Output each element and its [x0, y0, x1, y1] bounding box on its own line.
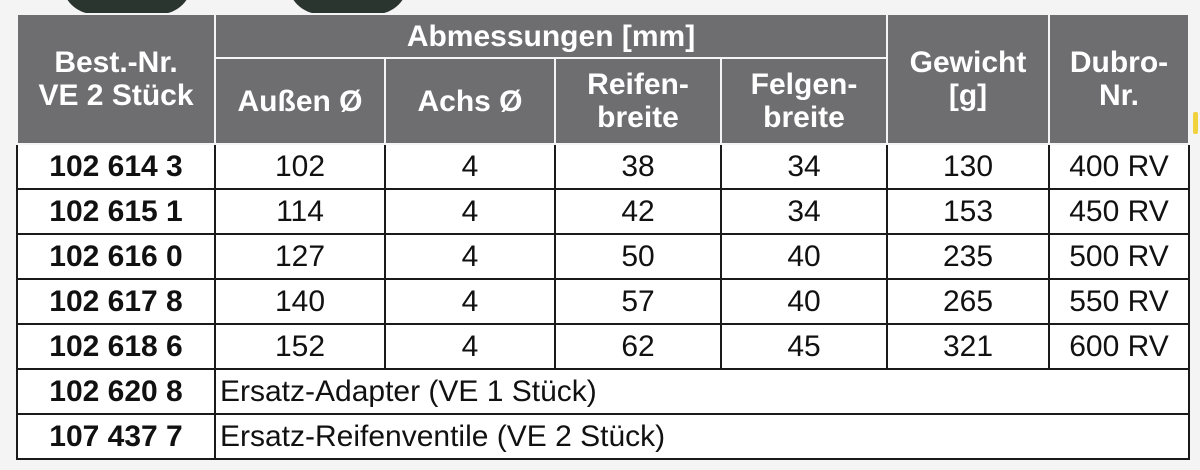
cell-felgenbreite: 34 [720, 143, 888, 190]
cell-felgenbreite: 40 [720, 233, 888, 280]
cell-dubro: 550 RV [1048, 278, 1190, 325]
header-felgen-line1: Felgen- [750, 68, 858, 101]
cell-best-nr: 102 620 8 [16, 368, 216, 415]
cell-achs: 4 [384, 188, 556, 235]
cell-dubro: 400 RV [1048, 143, 1190, 190]
header-reifenbreite: Reifen- breite [554, 57, 722, 145]
cell-gewicht: 321 [886, 323, 1050, 370]
cell-aussen: 114 [214, 188, 386, 235]
cell-description: Ersatz-Adapter (VE 1 Stück) [214, 368, 1190, 415]
cell-dubro: 500 RV [1048, 233, 1190, 280]
cell-best-nr: 102 618 6 [16, 323, 216, 370]
header-gewicht-line1: Gewicht [909, 46, 1027, 79]
header-best-nr: Best.-Nr. VE 2 Stück [16, 13, 216, 145]
cell-best-nr: 102 616 0 [16, 233, 216, 280]
table-row: 102 618 6 152 4 62 45 321 600 RV [16, 323, 1190, 370]
header-achs: Achs Ø [384, 57, 556, 145]
table-row-extra: 102 620 8 Ersatz-Adapter (VE 1 Stück) [16, 368, 1190, 415]
cell-best-nr: 102 614 3 [16, 143, 216, 190]
cell-aussen: 140 [214, 278, 386, 325]
cell-reifenbreite: 57 [554, 278, 722, 325]
header-reifen-line1: Reifen- [587, 68, 689, 101]
cell-gewicht: 130 [886, 143, 1050, 190]
header-reifen-line2: breite [597, 101, 679, 134]
header-dubro-line1: Dubro- [1069, 46, 1169, 79]
product-table: Best.-Nr. VE 2 Stück Abmessungen [mm] Ge… [16, 13, 1190, 460]
header-aussen: Außen Ø [214, 57, 386, 145]
table-row-extra: 107 437 7 Ersatz-Reifenventile (VE 2 Stü… [16, 413, 1190, 460]
cell-gewicht: 235 [886, 233, 1050, 280]
wheel-image-fragment-right [288, 0, 408, 14]
cell-reifenbreite: 62 [554, 323, 722, 370]
header-ve-line2: VE 2 Stück [38, 79, 194, 112]
cell-description: Ersatz-Reifenventile (VE 2 Stück) [214, 413, 1190, 460]
cell-best-nr: 102 615 1 [16, 188, 216, 235]
cell-achs: 4 [384, 233, 556, 280]
cell-aussen: 152 [214, 323, 386, 370]
cell-best-nr: 107 437 7 [16, 413, 216, 460]
cell-reifenbreite: 50 [554, 233, 722, 280]
cell-dubro: 600 RV [1048, 323, 1190, 370]
cell-best-nr: 102 617 8 [16, 278, 216, 325]
header-gewicht: Gewicht [g] [886, 13, 1050, 145]
table-row: 102 616 0 127 4 50 40 235 500 RV [16, 233, 1190, 280]
header-felgenbreite: Felgen- breite [720, 57, 888, 145]
cell-felgenbreite: 45 [720, 323, 888, 370]
cell-gewicht: 153 [886, 188, 1050, 235]
cell-felgenbreite: 40 [720, 278, 888, 325]
header-dubro: Dubro- Nr. [1048, 13, 1190, 145]
cell-aussen: 102 [214, 143, 386, 190]
wheel-image-fragment-left [62, 0, 192, 14]
cell-achs: 4 [384, 278, 556, 325]
table-row: 102 615 1 114 4 42 34 153 450 RV [16, 188, 1190, 235]
header-dubro-line2: Nr. [1098, 79, 1140, 112]
table-row: 102 614 3 102 4 38 34 130 400 RV [16, 143, 1190, 190]
page-edge-marker [1193, 112, 1198, 134]
cell-achs: 4 [384, 143, 556, 190]
table-row: 102 617 8 140 4 57 40 265 550 RV [16, 278, 1190, 325]
header-abmessungen: Abmessungen [mm] [214, 13, 888, 59]
cell-dubro: 450 RV [1048, 188, 1190, 235]
header-best-nr-line1: Best.-Nr. [54, 46, 178, 79]
header-gewicht-line2: [g] [948, 79, 988, 112]
cell-felgenbreite: 34 [720, 188, 888, 235]
cell-aussen: 127 [214, 233, 386, 280]
cell-reifenbreite: 38 [554, 143, 722, 190]
cell-achs: 4 [384, 323, 556, 370]
cell-gewicht: 265 [886, 278, 1050, 325]
cell-reifenbreite: 42 [554, 188, 722, 235]
header-felgen-line2: breite [763, 101, 845, 134]
